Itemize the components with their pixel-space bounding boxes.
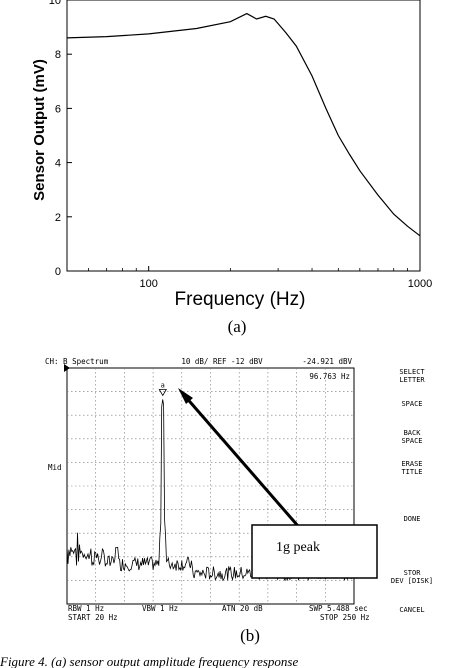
chart-b-marker-symbol: a <box>161 381 165 389</box>
chart-b-rbw: RBW 1 Hz <box>68 604 104 613</box>
softkey-space: SPACE <box>401 400 422 408</box>
softkey-select-letter: SELECT LETTER <box>399 368 425 384</box>
chart-b-swp: SWP 5.488 sec <box>309 604 368 613</box>
chart-a-y-axis-label: Sensor Output (mV) <box>31 59 48 201</box>
softkey-done: DONE <box>404 515 421 523</box>
chart-a-y-tick-label: 10 <box>49 0 61 7</box>
chart-b-header-right: -24.921 dBV <box>302 357 352 366</box>
chart-a-y-tick-label: 2 <box>55 212 61 224</box>
chart-b-marker-triangle <box>158 389 167 397</box>
chart-a-x-tick-label: 1000 <box>408 278 432 290</box>
chart-a-caption: (a) <box>228 317 247 336</box>
figure-caption-text: Figure 4. (a) sensor output amplitude fr… <box>0 654 298 668</box>
chart-a-y-tick-label: 8 <box>55 49 61 61</box>
chart-b-peak-marker <box>158 389 167 397</box>
chart-b-softkeys: SELECT LETTER SPACE BACK SPACE ERASE TITLE … <box>391 368 433 614</box>
chart-b-header-center: 10 dB/ REF -12 dBV <box>181 357 263 366</box>
chart-a-x-axis-label: Frequency (Hz) <box>175 289 306 310</box>
chart-b: CH: B Spectrum 10 dB/ REF -12 dBV -24.92… <box>45 357 433 645</box>
chart-b-left-label: Mid <box>48 463 62 472</box>
softkey-cancel: CANCEL <box>399 606 424 614</box>
chart-a-response-line <box>66 12 421 237</box>
chart-b-annotation-arrow <box>182 394 300 527</box>
chart-b-atn: ATN 20 dB <box>222 604 263 613</box>
chart-a: 0 2 4 6 8 10 100 1000 Sensor Output (mV) Frequ… <box>31 0 432 336</box>
chart-a-plot-frame <box>66 0 421 272</box>
chart-b-header-left: CH: B Spectrum <box>45 357 109 366</box>
softkey-stor-dev: STOR DEV [DISK] <box>391 569 433 585</box>
chart-a-y-tick-label: 0 <box>55 266 61 278</box>
chart-b-annotation-text: 1g peak <box>276 540 320 555</box>
chart-a-y-tick-label: 4 <box>55 158 61 170</box>
chart-b-stop: STOP 250 Hz <box>320 613 370 622</box>
chart-b-ref-marker <box>64 364 70 372</box>
chart-a-y-tick-label: 6 <box>55 103 61 115</box>
chart-a-x-tick-label: 100 <box>139 278 157 290</box>
softkey-erase-title: ERASE TITLE <box>401 460 422 476</box>
chart-b-marker-readout: 96.763 Hz <box>309 372 350 381</box>
chart-b-vbw: VBW 1 Hz <box>142 604 178 613</box>
chart-b-annotation-box <box>251 524 378 579</box>
chart-b-start: START 20 Hz <box>68 613 118 622</box>
softkey-back-space: BACK SPACE <box>401 429 422 445</box>
chart-b-annotation-arrowhead <box>178 388 193 404</box>
chart-b-caption: (b) <box>240 626 260 645</box>
